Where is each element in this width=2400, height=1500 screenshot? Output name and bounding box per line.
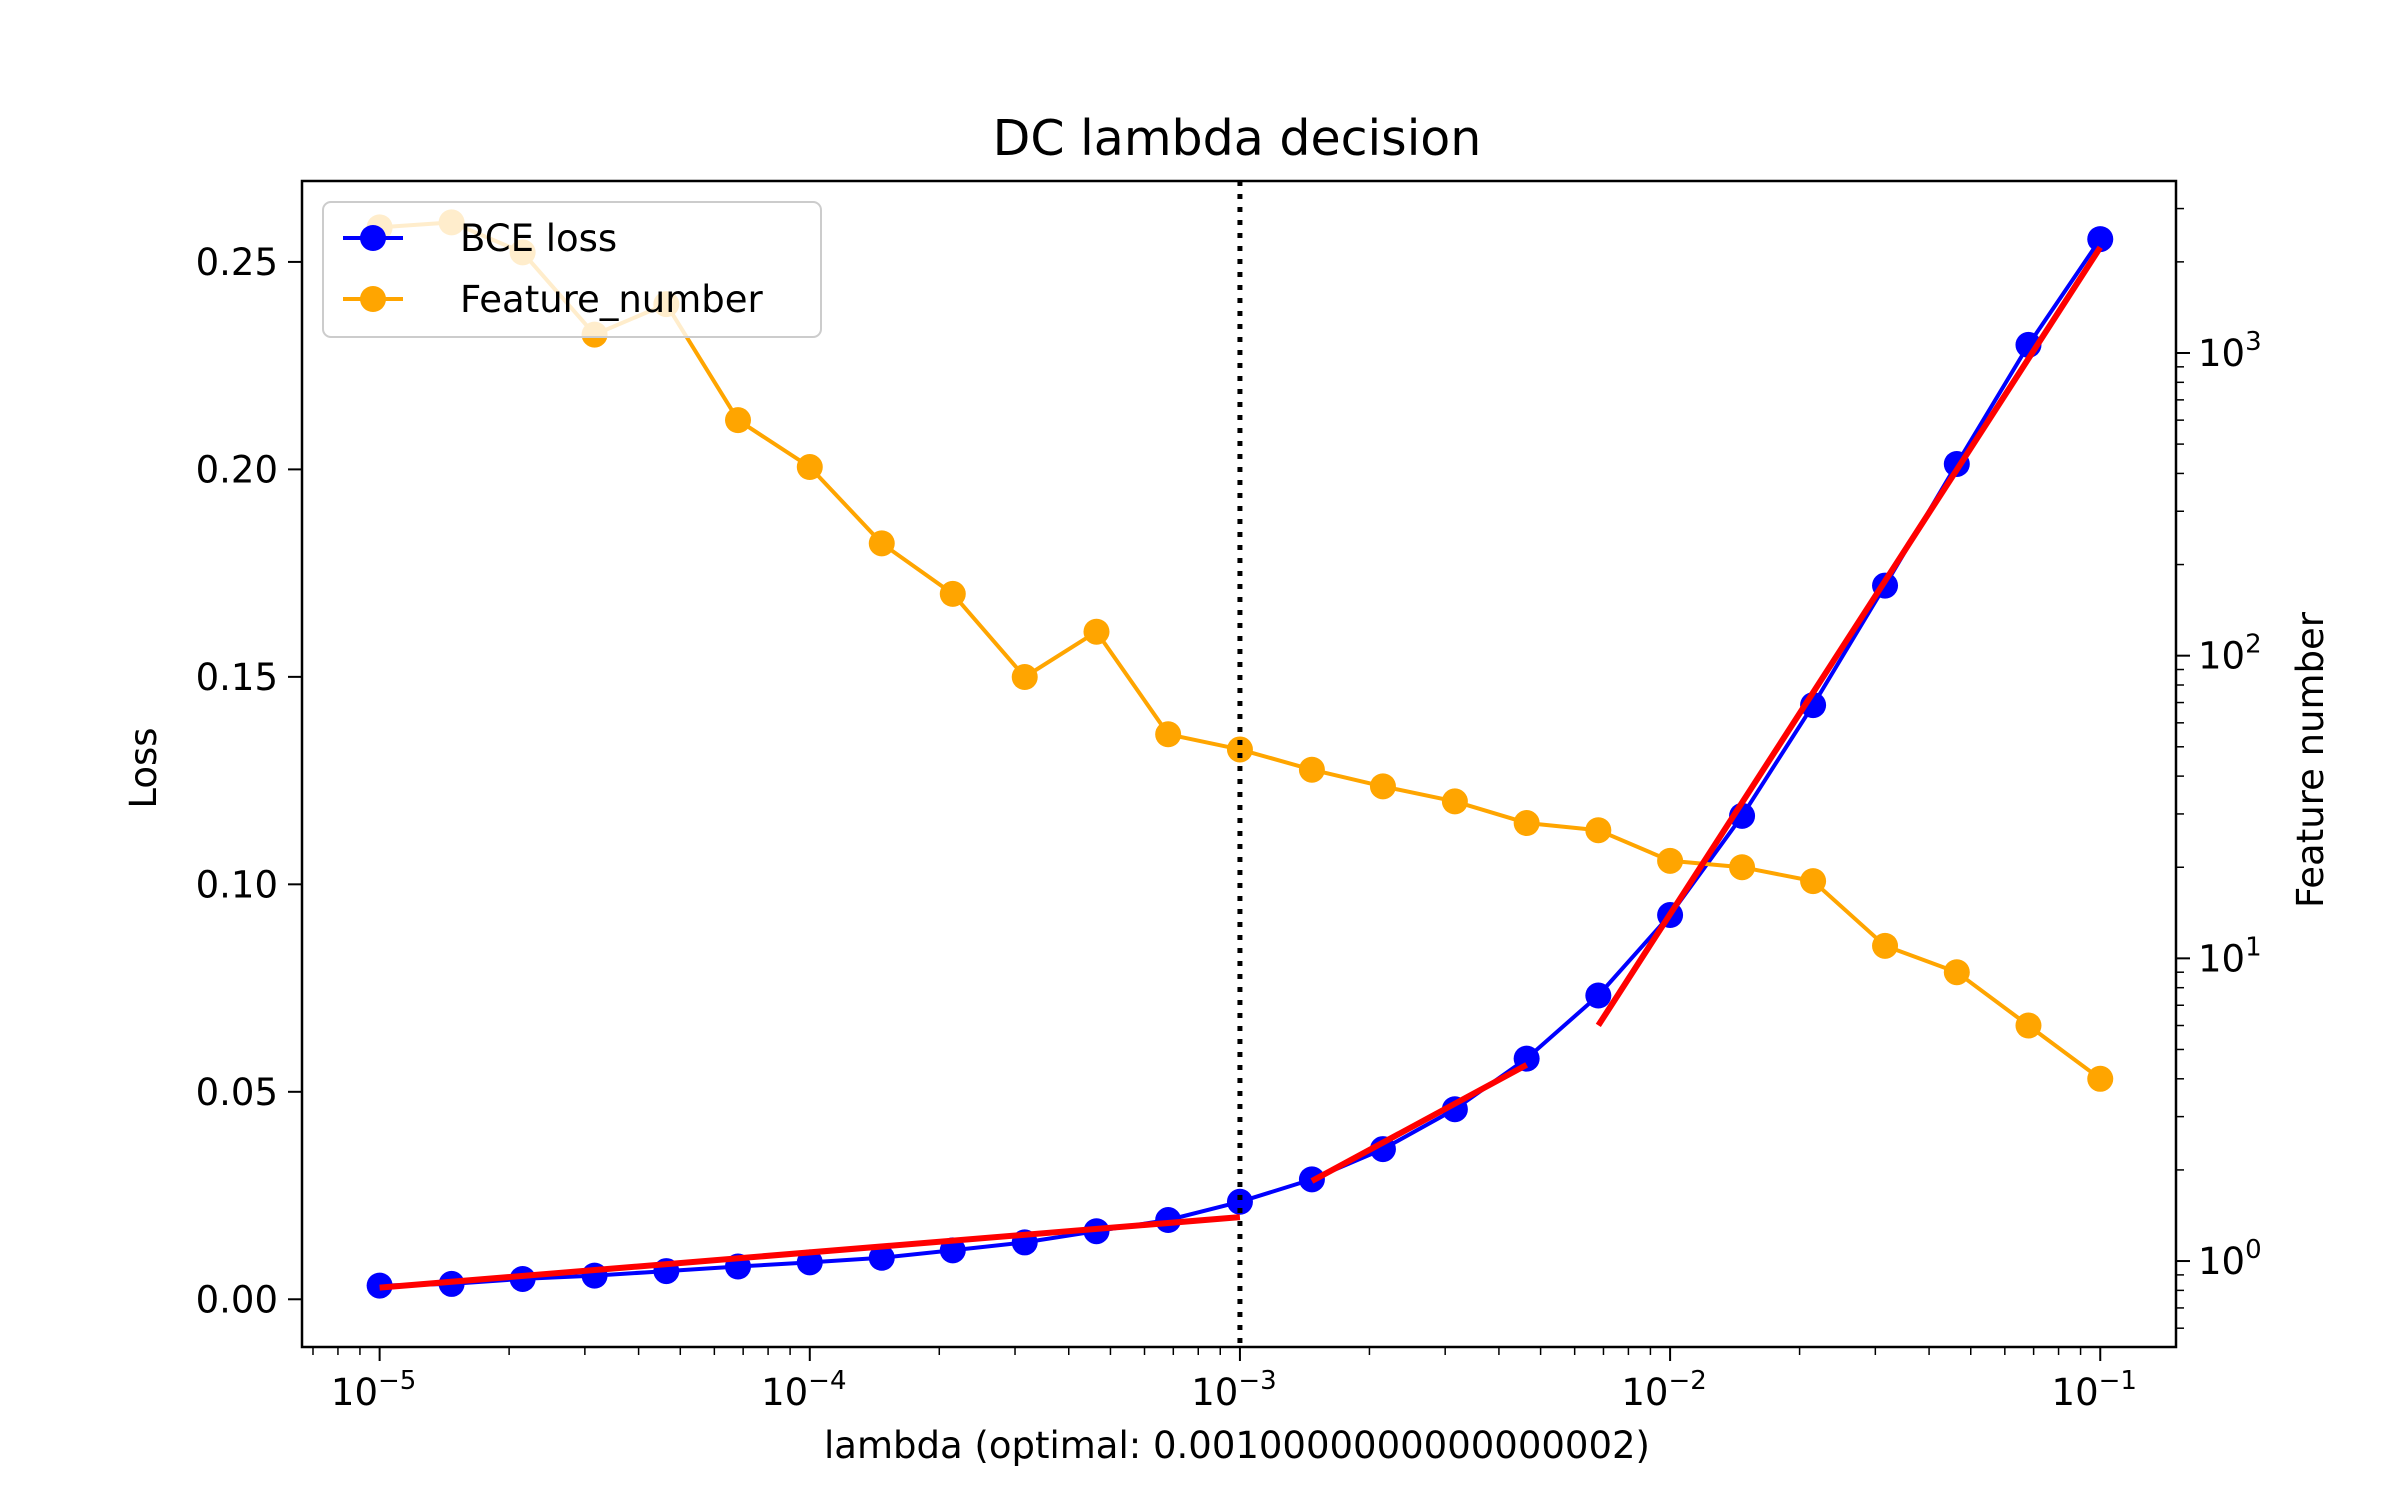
y2-tick-label: 101	[2198, 932, 2262, 980]
y2-axis-label: Feature number	[2289, 611, 2332, 908]
data-point-feature-number	[2015, 1012, 2042, 1039]
data-point-bce-loss	[2087, 226, 2114, 253]
data-point-bce-loss	[1369, 1136, 1396, 1163]
x-tick-label: 10−5	[331, 1366, 416, 1414]
data-point-feature-number	[2087, 1065, 2114, 1092]
data-point-feature-number	[1155, 721, 1182, 748]
data-point-feature-number	[939, 580, 966, 607]
y-tick-label: 0.20	[196, 448, 278, 491]
y-axis-label: Loss	[122, 727, 165, 808]
y-tick-label: 0.15	[196, 656, 278, 699]
data-point-feature-number	[868, 530, 895, 557]
data-point-feature-number	[1513, 810, 1540, 837]
data-point-feature-number	[1943, 959, 1970, 986]
data-point-feature-number	[725, 407, 752, 434]
x-tick-label: 10−3	[1191, 1366, 1276, 1414]
data-point-bce-loss	[1585, 982, 1612, 1009]
legend-box	[322, 201, 822, 338]
y-tick-label: 0.05	[196, 1071, 278, 1114]
data-point-feature-number	[1585, 817, 1612, 844]
data-point-feature-number	[1369, 773, 1396, 800]
x-tick-label: 10−4	[761, 1366, 846, 1414]
fit-line	[1595, 245, 2103, 1028]
data-point-feature-number	[1729, 854, 1756, 881]
data-point-feature-number	[1800, 868, 1827, 895]
fit-line	[1310, 1062, 1529, 1184]
data-point-bce-loss	[868, 1244, 895, 1271]
legend: BCE loss Feature_number	[322, 201, 822, 338]
data-point-feature-number	[796, 454, 823, 481]
data-point-feature-number	[1872, 932, 1899, 959]
y-tick-label: 0.25	[196, 241, 278, 284]
legend-label: BCE loss	[460, 217, 617, 260]
axes: 10−5 10−4 10−3 10−2 10−1 0.00 0.05 0.10 0.15 0.20…	[196, 179, 2262, 1414]
legend-marker	[360, 225, 386, 251]
x-axis-label: lambda (optimal: 0.0010000000000000002)	[824, 1424, 1650, 1467]
y-tick-label: 0.00	[196, 1278, 278, 1321]
legend-label: Feature_number	[460, 278, 764, 321]
data-point-feature-number	[1083, 618, 1110, 645]
chart-title: DC lambda decision	[993, 110, 1482, 167]
fit-line	[379, 1214, 1241, 1291]
x-tick-label: 10−2	[1621, 1366, 1706, 1414]
data-point-feature-number	[1441, 788, 1468, 815]
y2-tick-label: 100	[2198, 1235, 2262, 1283]
data-point-feature-number	[1657, 847, 1684, 874]
data-point-bce-loss	[1226, 1188, 1253, 1215]
data-point-feature-number	[1226, 736, 1253, 763]
y2-tick-label: 103	[2198, 327, 2262, 375]
y-tick-label: 0.10	[196, 863, 278, 906]
legend-marker	[360, 286, 386, 312]
data-point-feature-number	[1298, 756, 1325, 783]
data-point-feature-number	[1011, 664, 1038, 691]
y2-tick-label: 102	[2198, 630, 2262, 678]
x-tick-label: 10−1	[2052, 1366, 2137, 1414]
